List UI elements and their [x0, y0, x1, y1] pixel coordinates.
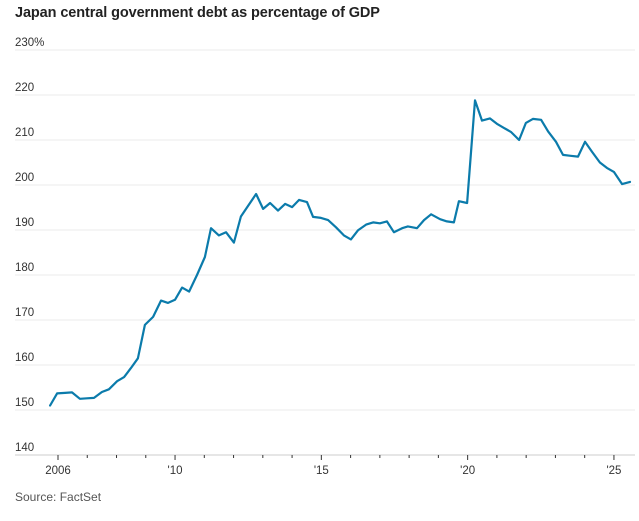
series-layer [49, 99, 632, 407]
x-tick-label: 2006 [45, 465, 71, 477]
chart-title: Japan central government debt as percent… [15, 5, 380, 21]
y-tick-label: 220 [15, 82, 34, 94]
series-line-debt-to-gdp [49, 99, 632, 407]
y-tick-label: 150 [15, 397, 34, 409]
gridlines [15, 49, 635, 456]
x-tick-label: '25 [606, 465, 621, 477]
x-tick-label: '10 [168, 465, 183, 477]
y-tick-label: 230% [15, 37, 44, 49]
y-tick-label: 140 [15, 442, 34, 454]
y-axis-labels: 230% 220 210 200 190 180 170 160 150 140 [15, 37, 44, 454]
y-tick-label: 200 [15, 172, 34, 184]
y-tick-label: 190 [15, 217, 34, 229]
y-tick-label: 210 [15, 127, 34, 139]
y-tick-label: 180 [15, 262, 34, 274]
x-tick-label: '15 [314, 465, 329, 477]
y-tick-label: 160 [15, 352, 34, 364]
x-axis: 2006 '10 '15 '20 '25 [45, 455, 621, 477]
source-note: Source: FactSet [15, 490, 102, 504]
x-tick-label: '20 [460, 465, 475, 477]
y-tick-label: 170 [15, 307, 34, 319]
